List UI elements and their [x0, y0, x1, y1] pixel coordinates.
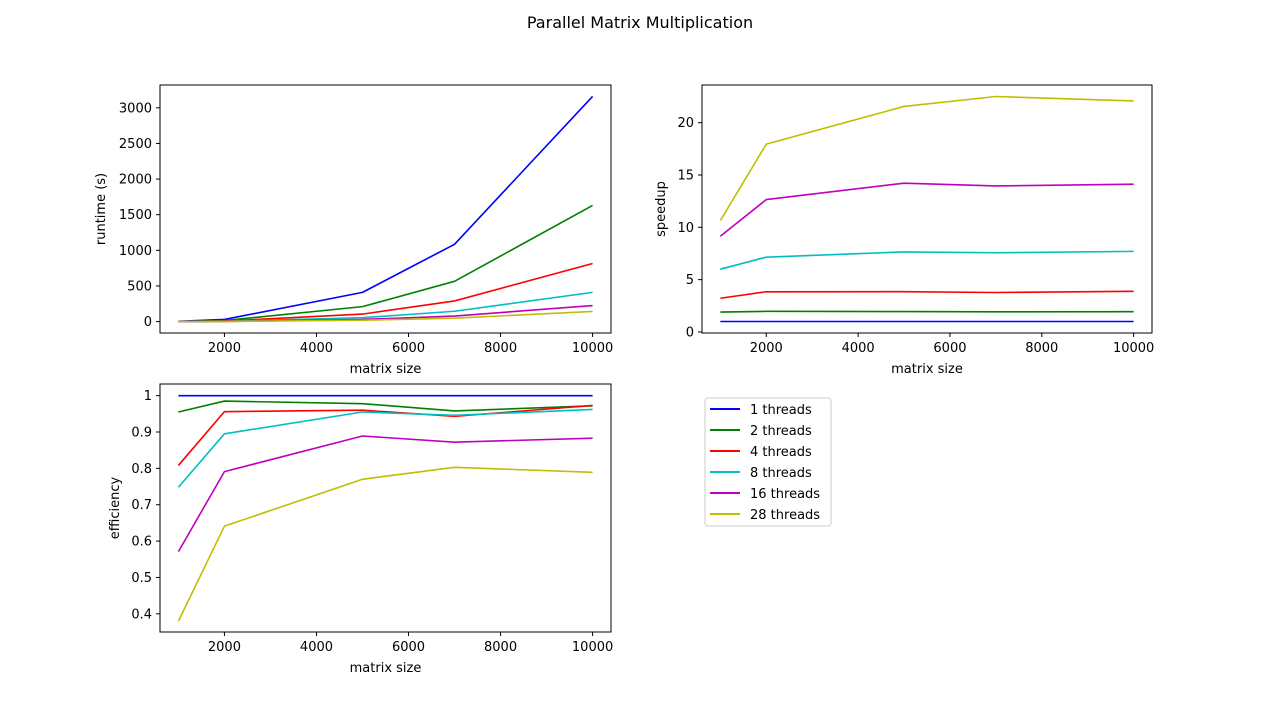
x-tick-label: 8000: [484, 341, 517, 356]
y-tick-label: 0: [144, 315, 152, 330]
series-line-2-threads: [720, 310, 1134, 313]
x-tick-label: 2000: [750, 341, 783, 356]
series-line-16-threads: [719, 182, 1134, 237]
y-tick-label: 3000: [119, 101, 152, 116]
axes-frame: [159, 383, 612, 633]
series-line-2-threads: [178, 204, 593, 323]
series-line-28-threads: [177, 466, 593, 622]
x-axis-label: matrix size: [350, 362, 422, 377]
series-line-16-threads: [177, 435, 593, 553]
series-line-8-threads: [720, 250, 1134, 270]
legend: 1 threads 2 threads 4 threads 8 threads …: [704, 397, 832, 527]
series-line-8-threads: [178, 291, 593, 323]
series-line-8-threads: [177, 408, 593, 488]
y-tick-label: 0.7: [131, 498, 152, 513]
legend-entry: 8 threads: [710, 466, 812, 481]
x-tick-label: 4000: [300, 341, 333, 356]
series-line-2-threads: [178, 400, 593, 413]
legend-entry: 28 threads: [710, 508, 820, 523]
figure-title: Parallel Matrix Multiplication: [527, 13, 753, 32]
x-tick-label: 6000: [392, 341, 425, 356]
axes-frame: [159, 84, 612, 334]
legend-label: 28 threads: [750, 508, 820, 523]
axes-frame: [701, 84, 1153, 334]
x-tick-label: 8000: [1025, 341, 1058, 356]
x-tick-label: 4000: [842, 341, 875, 356]
legend-entry: 16 threads: [710, 487, 820, 502]
y-tick-label: 1500: [119, 208, 152, 223]
y-tick-label: 0.4: [131, 607, 152, 622]
efficiency-chart: 2000 4000 6000 8000 10000 0.4 0.5 0.6 0.7 0.8 0.9 1…: [108, 383, 613, 676]
y-tick-label: 15: [677, 168, 694, 183]
y-tick-label: 0.9: [131, 426, 152, 441]
series-line-1-threads: [178, 95, 594, 323]
x-tick-label: 10000: [1113, 341, 1154, 356]
series-line-28-threads: [178, 310, 593, 323]
y-axis-label: efficiency: [108, 476, 123, 539]
runtime-chart: 2000 4000 6000 8000 10000 0 500 1000 1500 2000 250…: [94, 84, 613, 377]
y-tick-label: 500: [127, 279, 152, 294]
series-group: [177, 394, 593, 622]
legend-label: 2 threads: [750, 424, 812, 439]
y-tick-label: 0.5: [131, 571, 152, 586]
y-tick-label: 2000: [119, 173, 152, 188]
x-tick-label: 8000: [484, 640, 517, 655]
y-tick-label: 1000: [119, 244, 152, 259]
legend-label: 1 threads: [750, 403, 812, 418]
y-tick-label: 0.6: [131, 535, 152, 550]
legend-entry: 2 threads: [710, 424, 812, 439]
y-axis-label: runtime (s): [94, 173, 109, 245]
x-axis-label: matrix size: [350, 661, 422, 676]
x-tick-label: 6000: [392, 640, 425, 655]
x-tick-label: 10000: [572, 640, 613, 655]
y-tick-label: 0: [686, 325, 694, 340]
y-tick-label: 10: [677, 221, 694, 236]
legend-entry: 1 threads: [710, 403, 812, 418]
legend-label: 16 threads: [750, 487, 820, 502]
x-tick-label: 4000: [300, 640, 333, 655]
series-line-4-threads: [720, 290, 1134, 300]
series-group: [178, 95, 594, 323]
x-tick-label: 2000: [208, 640, 241, 655]
x-tick-label: 10000: [572, 341, 613, 356]
x-tick-label: 6000: [933, 341, 966, 356]
y-tick-label: 1: [144, 389, 152, 404]
legend-entry: 4 threads: [710, 445, 812, 460]
speedup-chart: 2000 4000 6000 8000 10000 0 5 10 15 20 matrix size…: [654, 84, 1154, 377]
y-tick-label: 5: [686, 273, 694, 288]
series-line-28-threads: [719, 95, 1134, 221]
legend-label: 4 threads: [750, 445, 812, 460]
series-line-4-threads: [178, 262, 593, 323]
x-tick-label: 2000: [208, 341, 241, 356]
y-tick-label: 0.8: [131, 462, 152, 477]
y-tick-label: 2500: [119, 137, 152, 152]
x-axis-label: matrix size: [891, 362, 963, 377]
series-line-4-threads: [177, 404, 593, 466]
y-tick-label: 20: [677, 116, 694, 131]
y-axis-label: speedup: [654, 181, 669, 237]
series-group: [719, 95, 1134, 323]
legend-label: 8 threads: [750, 466, 812, 481]
